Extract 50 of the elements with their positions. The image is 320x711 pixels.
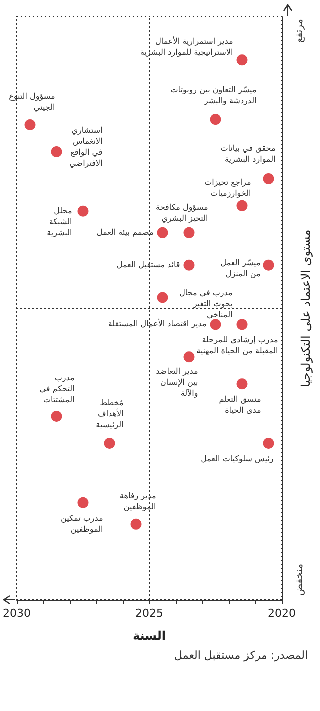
annotation: ميسّر العمل من المنزل [220, 258, 261, 278]
point [236, 200, 248, 212]
point [236, 54, 248, 66]
point [157, 227, 168, 238]
point [130, 518, 142, 530]
point [236, 319, 248, 330]
point [104, 438, 116, 449]
point [184, 260, 195, 271]
annotation: مدير التعاضد بين الإنسان والآلة [156, 367, 198, 398]
x-tick-label: 2030 [2, 607, 31, 620]
annotation: محلل الشبكة البشرية [47, 206, 72, 238]
text: المصدر: مركز مستقبل العمل [174, 649, 308, 662]
text: منخفض [294, 564, 306, 596]
annotation: مصمم بيئة العمل [96, 228, 154, 237]
annotation: مدرب تمكين الموظفين [61, 514, 104, 534]
annotation: مُخطط الأهداف الرئيسية [96, 398, 124, 430]
annotation: مدير استمرارية الأعمال الاستراتيجية للموارد البشرية [140, 36, 234, 58]
point [51, 146, 62, 158]
annotation: مدرب في مجال بحوث التغير المناخي [180, 288, 233, 320]
text: مرتفع [294, 19, 306, 44]
annotation: محقق في بيانات الموارد البشرية [220, 144, 276, 164]
point [263, 173, 274, 184]
annotation: مسؤول مكافحة التحيز البشري [156, 202, 208, 223]
annotation: مدير رفاهة الموظفين [120, 491, 156, 512]
x-tick-label: 2025 [136, 607, 164, 620]
annotation: منسق التعلم مدى الحياة [219, 395, 262, 416]
point [236, 378, 248, 390]
point [78, 497, 89, 508]
annotation: ميسّر التعاون بين روبوتات الدردشة والبشر [170, 86, 257, 106]
annotation: قائد مستقبل العمل [116, 260, 180, 270]
annotation: مدرب التحكم في المشتتات [40, 373, 75, 404]
x-tick-label: 2020 [268, 607, 296, 620]
point [184, 227, 195, 238]
point [24, 119, 36, 130]
annotation: مسؤول التنوع الجيني [9, 92, 56, 112]
point [210, 114, 222, 126]
point [184, 352, 195, 363]
x-axis-title: السنة [132, 629, 166, 643]
annotation: مراجع تحيزات الخوارزميات [204, 178, 252, 198]
annotation: استشاري الانغماس في الواقع الافتراضي [70, 126, 103, 168]
point [157, 292, 168, 304]
annotation: مدير اقتصاد الأعمال المستقلة [108, 318, 207, 329]
point [78, 206, 89, 217]
point [263, 260, 274, 271]
point [263, 438, 274, 449]
annotation: رئيس سلوكيات العمل [201, 454, 274, 464]
point [51, 410, 62, 422]
point [210, 319, 222, 330]
annotation: مدرب إرشادي للمرحلة المقبلة من الحياة المهنية [196, 336, 278, 356]
y-axis-title: مستوى الاعتماد على التكنولوجيا [299, 230, 313, 388]
